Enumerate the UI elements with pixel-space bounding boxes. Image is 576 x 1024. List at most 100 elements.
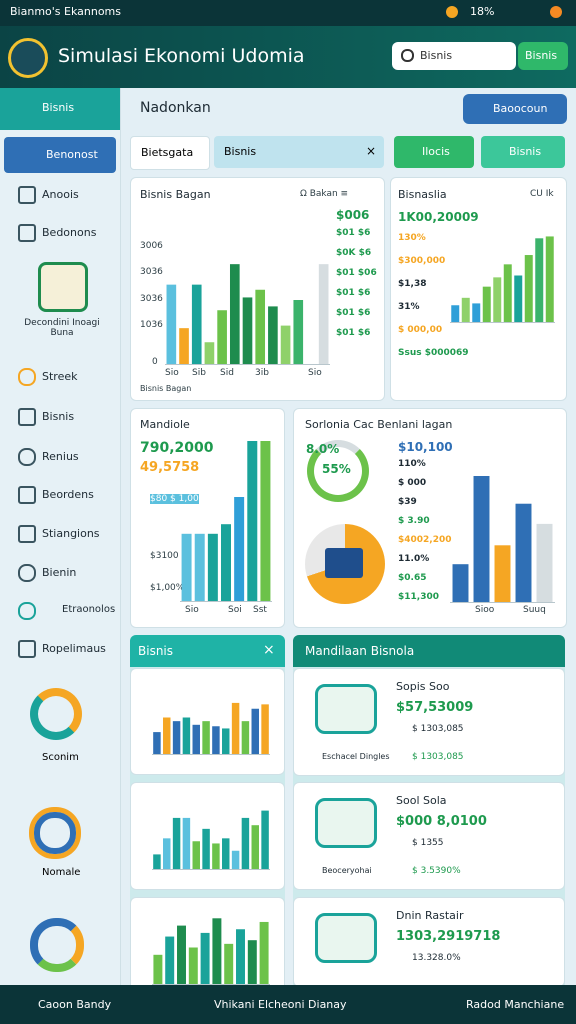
donut-label: 8.0% xyxy=(306,442,340,456)
x-tick-label: Sioo xyxy=(475,605,495,615)
search-text: Bisnis xyxy=(420,49,453,62)
header-button[interactable]: Bisnis xyxy=(518,42,568,70)
nav-item[interactable]: Bisnis xyxy=(0,88,120,130)
bar xyxy=(181,533,192,601)
nav-item[interactable]: Bienin xyxy=(0,564,120,584)
bar xyxy=(212,918,222,984)
stat: $10,100 xyxy=(398,440,453,454)
stat: $01 $06 xyxy=(336,268,377,278)
item-title: Sopis Soo xyxy=(396,680,450,693)
nav-label: Ropelimaus xyxy=(42,642,106,655)
nav-item[interactable]: Streek xyxy=(0,368,120,388)
nav-item[interactable]: Benonost xyxy=(4,137,116,173)
bar xyxy=(451,305,460,322)
chip-text: Ilocis xyxy=(422,145,450,158)
bar xyxy=(153,732,161,754)
nav-label: Streek xyxy=(42,370,78,383)
stat: $01 $6 xyxy=(336,328,371,338)
nav-item[interactable]: Renius xyxy=(0,448,120,468)
card-action[interactable]: Ω Bakan ≡ xyxy=(300,189,349,199)
bar xyxy=(182,717,191,754)
nav-item[interactable]: Stiangions xyxy=(0,525,120,545)
dropdown[interactable]: Bisnis × xyxy=(214,136,384,168)
card-title: Bisnis Bagan xyxy=(140,188,211,201)
nav-item[interactable]: Bedonons xyxy=(0,224,120,244)
item-tag1: Eschacel Dingles xyxy=(322,752,390,761)
chip[interactable]: Bisnis xyxy=(481,136,565,168)
nav-item[interactable]: Bisnis xyxy=(0,408,120,428)
widget-icon[interactable] xyxy=(34,812,76,854)
bar xyxy=(222,838,230,869)
filter[interactable]: Bietsgata xyxy=(130,136,210,170)
bar-chart xyxy=(165,264,330,365)
bar xyxy=(163,717,171,754)
x-tick-label: Sio xyxy=(308,368,322,378)
item-tag2: $ 1303,085 xyxy=(412,752,464,762)
y-tick-label: 3006 xyxy=(140,241,163,251)
nav-label: Bedonons xyxy=(42,226,97,239)
nav-item[interactable]: Beordens xyxy=(0,486,120,506)
donut xyxy=(307,440,369,502)
primary-button[interactable]: Baoocoun xyxy=(463,94,567,124)
bar xyxy=(182,817,191,869)
nav-label: Anoois xyxy=(42,188,79,201)
stat: 31% xyxy=(398,302,420,312)
card-title: Mandiole xyxy=(140,418,190,431)
bar xyxy=(482,286,491,322)
bar xyxy=(255,289,266,364)
panel-header: Bisnis × xyxy=(130,635,285,667)
chip[interactable]: Ilocis xyxy=(394,136,474,168)
item-tag1: Beoceryohai xyxy=(322,866,372,875)
search-box[interactable]: Bisnis xyxy=(392,42,516,70)
stat: $01 $6 xyxy=(336,228,371,238)
bottom-item[interactable]: Radod Manchiane xyxy=(466,998,565,1011)
item-tag2: $ 3.5390% xyxy=(412,866,461,876)
nav-label: Bisnis xyxy=(42,101,75,114)
bar xyxy=(224,943,234,984)
chip-text: Bisnis xyxy=(509,145,542,158)
status-icon xyxy=(446,6,458,18)
nav-label: Bisnis xyxy=(42,410,75,423)
y-tick-label: 1036 xyxy=(140,320,163,330)
bar-chart xyxy=(152,810,270,870)
card xyxy=(130,408,285,628)
bar xyxy=(260,441,271,601)
bar xyxy=(194,533,205,601)
x-tick-label: Sio xyxy=(165,368,179,378)
bar xyxy=(217,310,227,364)
widget-icon[interactable] xyxy=(30,688,82,740)
card-action[interactable]: CU Ik xyxy=(530,189,554,199)
close-icon[interactable]: × xyxy=(263,642,275,658)
nav-item[interactable]: Anoois xyxy=(0,186,120,206)
item-detail: $ 1355 xyxy=(412,838,444,848)
y-tick-label: 0 xyxy=(152,357,158,367)
nav-label[interactable]: Decondini Inoagi Buna xyxy=(24,318,100,338)
item-detail: 13.328.0% xyxy=(412,953,461,963)
stat: $ 000,00 xyxy=(398,325,443,335)
item-illustration xyxy=(315,913,377,963)
settings-icon[interactable] xyxy=(550,6,562,18)
y-tick-label: 3036 xyxy=(140,294,163,304)
card-title: Sorlonia Cac Benlani lagan xyxy=(305,418,453,431)
bar xyxy=(242,297,253,364)
nav-item[interactable]: Etraonolos xyxy=(0,602,120,622)
bottom-item[interactable]: Caoon Bandy xyxy=(38,998,112,1011)
bar xyxy=(192,724,200,754)
nav-item[interactable]: Ropelimaus xyxy=(0,640,120,660)
header: Simulasi Ekonomi Udomia Bisnis Bisnis xyxy=(0,26,576,88)
bar xyxy=(318,264,329,364)
stat: $01 $6 xyxy=(336,288,371,298)
bottom-item[interactable]: Vhikani Elcheoni Dianay xyxy=(214,998,347,1011)
stat: Ssus $000069 xyxy=(398,348,469,358)
stat: $11,300 xyxy=(398,592,439,602)
x-tick-label: Sio xyxy=(185,605,199,615)
bar xyxy=(202,721,210,754)
stat: $006 xyxy=(336,208,370,222)
stat: $ 3.90 xyxy=(398,516,430,526)
filter-text: Bietsgata xyxy=(141,146,194,159)
widget-icon[interactable] xyxy=(30,918,84,972)
nav-label: Beordens xyxy=(42,488,94,501)
label: $80 $ 1,00 xyxy=(150,494,199,504)
bar xyxy=(179,328,189,364)
